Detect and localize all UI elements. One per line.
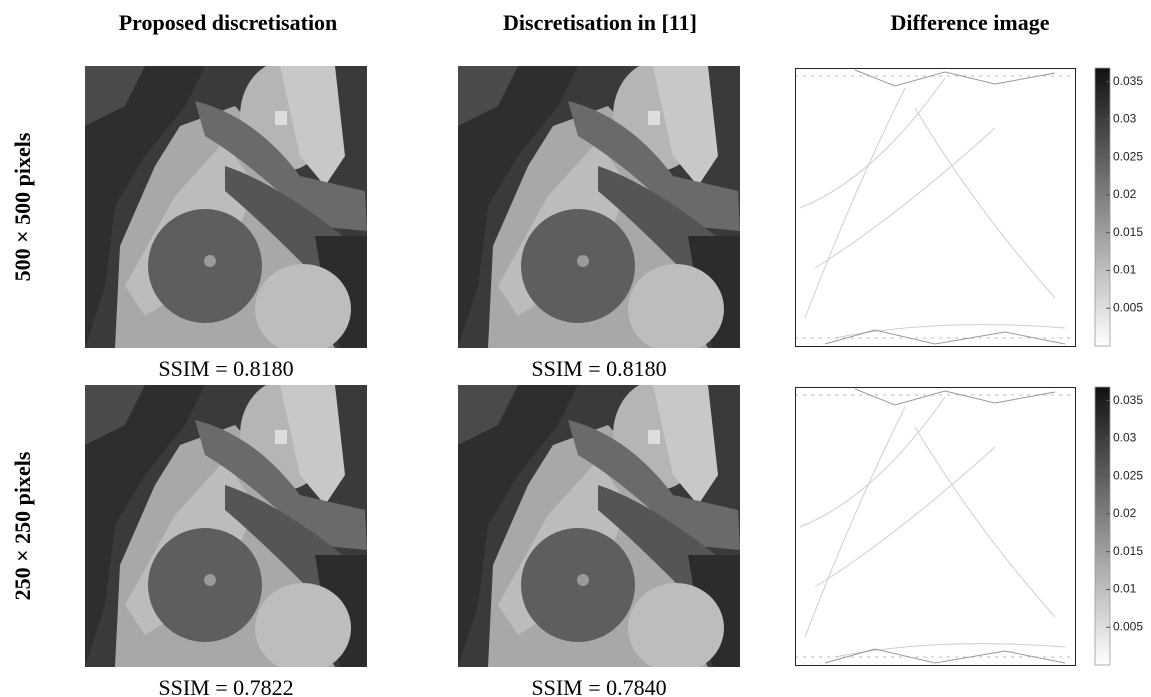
colorbar-tick-label: 0.025 [1113,149,1143,163]
colorbar-tick-label: 0.03 [1113,431,1137,445]
colorbar-tick-label: 0.02 [1113,187,1137,201]
difference-image [795,387,1075,665]
ssim-caption: SSIM = 0.8180 [531,356,666,381]
colorbar-tick-label: 0.005 [1113,300,1143,314]
colorbar-tick-label: 0.035 [1113,74,1143,88]
column-header: Proposed discretisation [119,10,338,35]
figure: Proposed discretisation Discretisation in… [0,0,1151,697]
column-header: Discretisation in [11] [503,10,697,35]
row-label: 250 × 250 pixels [10,451,35,600]
reconstruction-image [85,61,367,354]
difference-image [795,68,1075,346]
colorbar [1095,387,1110,665]
colorbar-tick-label: 0.02 [1113,506,1137,520]
page: Proposed discretisation Discretisation in… [0,0,1151,697]
colorbar [1095,68,1110,346]
colorbar-tick-label: 0.01 [1113,263,1137,277]
colorbar-tick-label: 0.015 [1113,225,1143,239]
colorbar-tick-label: 0.03 [1113,112,1137,126]
colorbar-tick-label: 0.025 [1113,468,1143,482]
reconstruction-image [85,380,367,673]
ssim-caption: SSIM = 0.8180 [158,356,293,381]
ssim-caption: SSIM = 0.7822 [158,675,293,697]
colorbar-tick-label: 0.005 [1113,619,1143,633]
column-header: Difference image [890,10,1049,35]
colorbar-tick-label: 0.01 [1113,582,1137,596]
reconstruction-image [458,380,740,673]
reconstruction-image [458,61,740,354]
row-label: 500 × 500 pixels [10,132,35,281]
colorbar-tick-label: 0.035 [1113,393,1143,407]
colorbar-tick-label: 0.015 [1113,544,1143,558]
ssim-caption: SSIM = 0.7840 [531,675,666,697]
